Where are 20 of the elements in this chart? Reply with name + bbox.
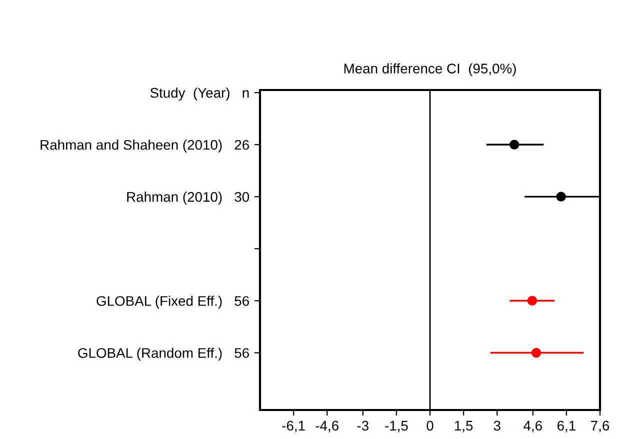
x-tick-label: 1,5 (454, 420, 473, 432)
x-tick-label: 4,6 (524, 420, 542, 432)
y-tick-label: GLOBAL (Random Eff.) 56 (78, 348, 249, 361)
x-tick-label: 0 (426, 420, 434, 431)
x-tick-label: 7,6 (591, 420, 610, 432)
point (531, 348, 542, 358)
x-tick-label: -1,5 (385, 420, 408, 432)
x-tick-label: -6,1 (282, 420, 305, 432)
y-tick-label: Study (Year) n (150, 88, 249, 101)
x-tick-label: 6,1 (558, 420, 576, 432)
point (527, 296, 538, 306)
x-tick-label: -4,6 (316, 420, 338, 432)
y-tick-label: Rahman and Shaheen (2010) 26 (40, 140, 249, 153)
x-tick-label: -3 (357, 420, 368, 431)
y-tick-label: Rahman (2010) 30 (127, 192, 250, 205)
chart-title: Mean difference CI (95,0%) (344, 63, 516, 76)
point (509, 140, 520, 150)
y-tick-label: GLOBAL (Fixed Eff.) 56 (96, 296, 249, 309)
x-tick-label: 3 (494, 420, 500, 431)
point (556, 192, 566, 202)
